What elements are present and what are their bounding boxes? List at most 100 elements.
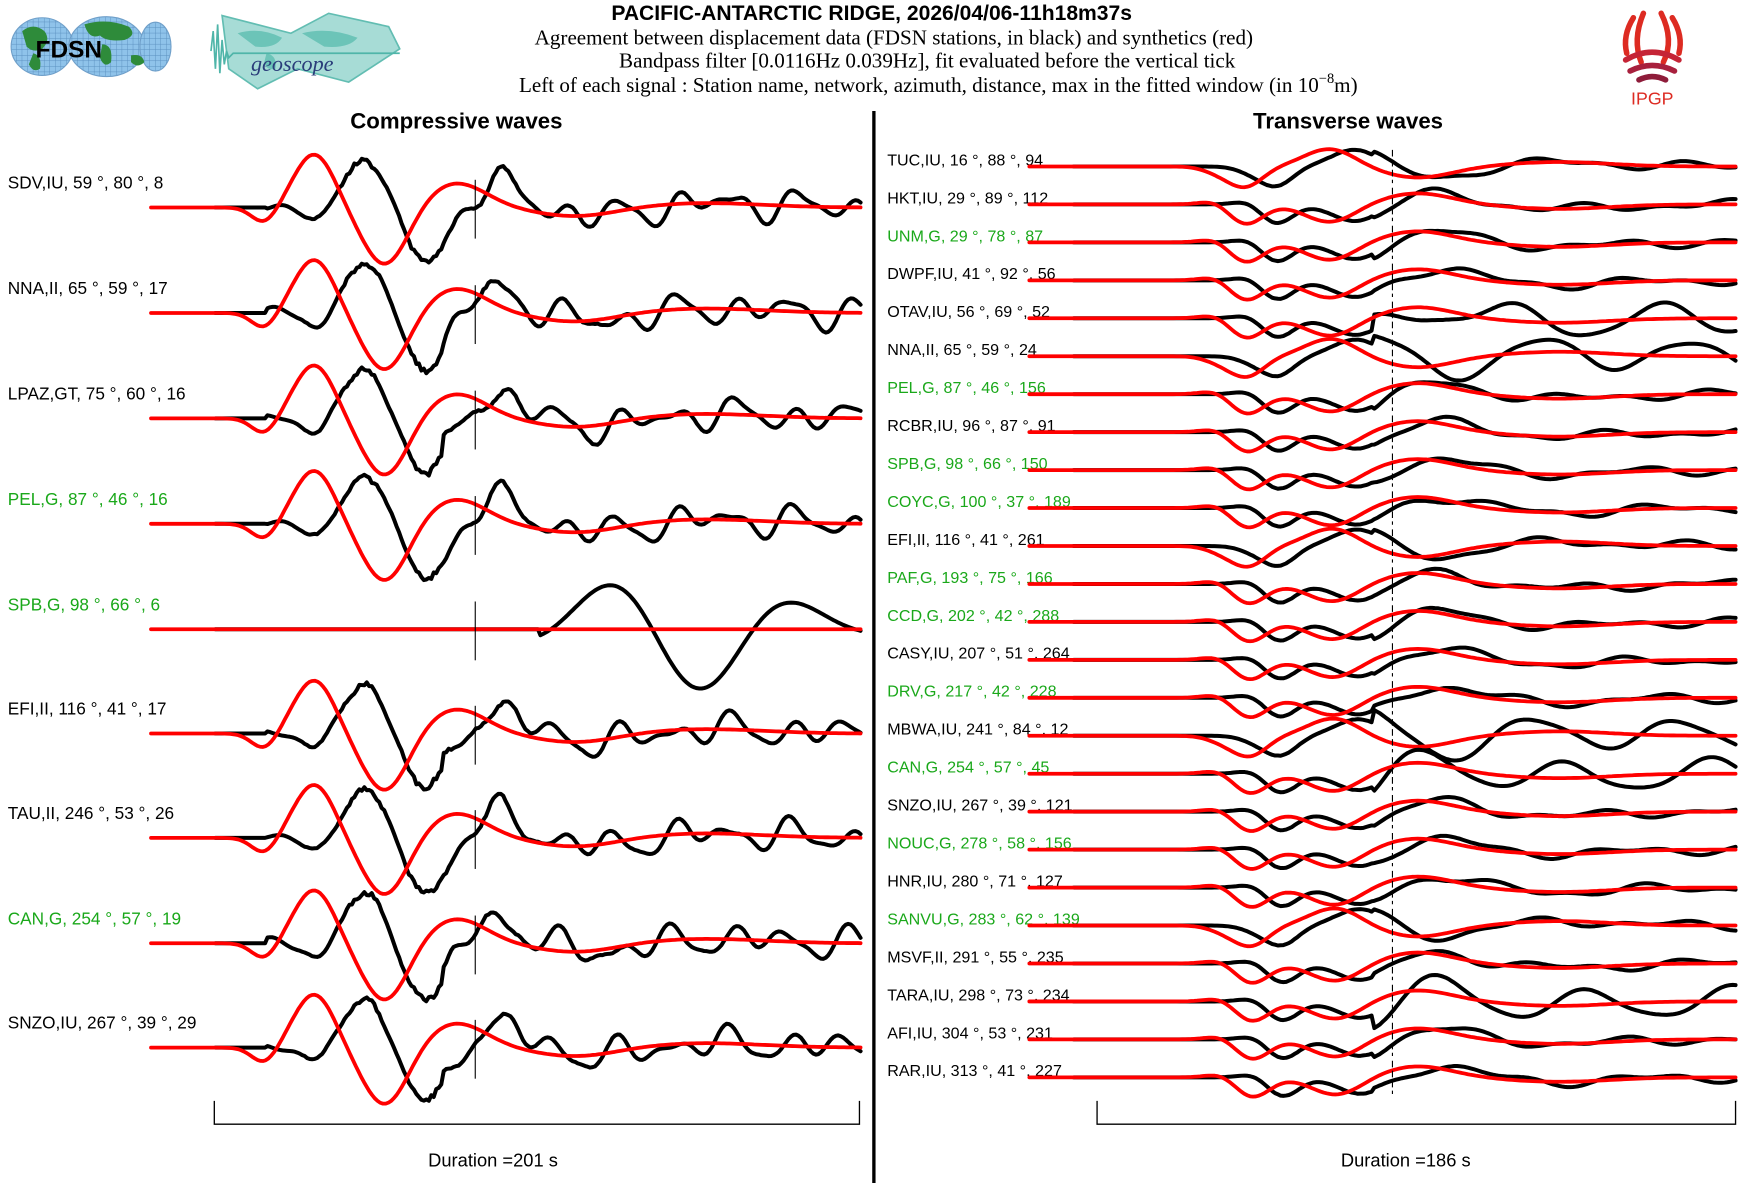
fdsn-logo: FDSN	[10, 16, 172, 78]
station-label: DRV,G, 217 °, 42 °, 228	[887, 683, 1056, 701]
station-label: EFI,II, 116 °, 41 °, 261	[887, 531, 1044, 549]
transverse-trace-row: RCBR,IU, 96 °, 87 °, 91	[887, 414, 1738, 454]
synthetic-trace	[1027, 419, 1738, 454]
compressive-trace-row: SNZO,IU, 267 °, 39 °, 29	[8, 992, 863, 1106]
duration-bracket-compressive	[213, 1100, 861, 1125]
synthetic-trace	[1027, 191, 1738, 226]
data-trace	[213, 156, 863, 265]
synthetic-trace	[1027, 646, 1738, 682]
station-label: NNA,II, 65 °, 59 °, 17	[8, 278, 168, 298]
data-trace	[213, 785, 863, 895]
station-label: CAN,G, 254 °, 57 °, 45	[887, 759, 1049, 777]
station-label: LPAZ,GT, 75 °, 60 °, 16	[8, 384, 186, 404]
synthetic-trace	[1027, 147, 1738, 190]
panel-title-compressive: Compressive waves	[350, 109, 562, 134]
station-label: RAR,IU, 313 °, 41 °, 227	[887, 1062, 1062, 1080]
transverse-trace-row: RAR,IU, 313 °, 41 °, 227	[887, 1060, 1738, 1099]
synthetic-trace	[1027, 950, 1738, 985]
synthetic-trace	[149, 258, 863, 371]
synthetic-trace	[1027, 609, 1738, 644]
synthetic-trace	[1027, 229, 1738, 264]
synthetic-trace	[1027, 457, 1738, 492]
geoscope-logo: geoscope	[210, 12, 401, 90]
transverse-trace-row: NOUC,G, 278 °, 58 °, 156	[887, 832, 1738, 871]
subtitle-line-1: Agreement between displacement data (FDS…	[535, 25, 1253, 49]
data-trace	[213, 365, 863, 478]
synthetic-trace	[1027, 267, 1738, 302]
data-trace	[213, 995, 863, 1103]
station-label: SNZO,IU, 267 °, 39 °, 121	[887, 797, 1072, 815]
station-label: HKT,IU, 29 °, 89 °, 112	[887, 189, 1048, 207]
data-trace	[1071, 747, 1738, 795]
station-label: PAF,G, 193 °, 75 °, 166	[887, 569, 1053, 587]
station-label: MBWA,IU, 241 °, 84 °, 12	[887, 721, 1068, 739]
synthetic-trace	[1027, 495, 1738, 530]
station-label: NNA,II, 65 °, 59 °, 24	[887, 341, 1037, 359]
synthetic-trace	[1027, 381, 1738, 416]
duration-label-transverse: Duration =186 s	[1341, 1149, 1471, 1170]
compressive-trace-row: TAU,II, 246 °, 53 °, 26	[8, 783, 863, 896]
station-label: SPB,G, 98 °, 66 °, 150	[887, 455, 1047, 473]
subtitle-line-3-prefix: Left of each signal : Station name, netw…	[519, 73, 1319, 97]
synthetic-trace	[1027, 684, 1738, 720]
synthetic-trace	[149, 888, 863, 1002]
synthetic-trace	[149, 678, 863, 792]
station-label: UNM,G, 29 °, 78 °, 87	[887, 227, 1043, 245]
transverse-trace-row: CAN,G, 254 °, 57 °, 45	[887, 747, 1738, 795]
station-label: HNR,IU, 280 °, 71 °, 127	[887, 872, 1063, 890]
transverse-trace-row: DWPF,IU, 41 °, 92 °, 56	[887, 263, 1738, 302]
station-label: EFI,II, 116 °, 41 °, 17	[8, 699, 167, 719]
synthetic-trace	[1027, 305, 1738, 340]
data-trace	[1071, 877, 1738, 909]
synthetic-trace	[1027, 526, 1738, 569]
transverse-trace-row: OTAV,IU, 56 °, 69 °, 52	[887, 300, 1738, 340]
station-label: NOUC,G, 278 °, 58 °, 156	[887, 835, 1072, 853]
station-label: PEL,G, 87 °, 46 °, 16	[8, 489, 168, 509]
transverse-trace-row: DRV,G, 217 °, 42 °, 228	[887, 681, 1738, 720]
data-trace	[1071, 1026, 1738, 1061]
compressive-trace-row: SPB,G, 98 °, 66 °, 6	[8, 583, 863, 691]
subtitle-line-3-exponent: −8	[1319, 71, 1334, 87]
transverse-trace-row: SNZO,IU, 267 °, 39 °, 121	[887, 795, 1738, 833]
transverse-trace-row: CCD,G, 202 °, 42 °, 288	[887, 605, 1738, 644]
duration-bracket-transverse	[1096, 1100, 1737, 1125]
transverse-trace-row: PEL,G, 87 °, 46 °, 156	[887, 377, 1738, 416]
data-trace	[1071, 380, 1738, 415]
data-trace	[1071, 228, 1738, 264]
station-label: DWPF,IU, 41 °, 92 °, 56	[887, 265, 1055, 283]
synthetic-trace	[1027, 716, 1738, 759]
station-label: SNZO,IU, 267 °, 39 °, 29	[8, 1013, 197, 1033]
synthetic-trace	[149, 469, 863, 582]
figure-title: PACIFIC-ANTARCTIC RIDGE, 2026/04/06-11h1…	[611, 2, 1132, 25]
subtitle-line-3: Left of each signal : Station name, netw…	[519, 71, 1358, 97]
synthetic-trace	[149, 152, 863, 266]
ipgp-logo-text: IPGP	[1631, 88, 1673, 108]
transverse-trace-row: EFI,II, 116 °, 41 °, 261	[887, 526, 1738, 569]
synthetic-trace	[1027, 337, 1738, 379]
station-label: TARA,IU, 298 °, 73 °, 234	[887, 986, 1069, 1004]
synthetic-trace	[1027, 1026, 1738, 1061]
synthetic-trace	[149, 363, 863, 477]
data-trace	[213, 261, 863, 376]
geoscope-logo-text: geoscope	[251, 51, 334, 76]
station-label: PEL,G, 87 °, 46 °, 156	[887, 379, 1046, 397]
transverse-trace-row: COYC,G, 100 °, 37 °, 189	[887, 491, 1738, 530]
duration-label-compressive: Duration =201 s	[428, 1149, 558, 1170]
data-trace	[1071, 685, 1738, 719]
data-trace	[1071, 266, 1738, 301]
compressive-trace-row: PEL,G, 87 °, 46 °, 16	[8, 469, 863, 583]
synthetic-trace	[1027, 571, 1738, 606]
station-label: SPB,G, 98 °, 66 °, 6	[8, 594, 160, 614]
transverse-trace-row: AFI,IU, 304 °, 53 °, 231	[887, 1022, 1738, 1061]
transverse-trace-row: TUC,IU, 16 °, 88 °, 94	[887, 147, 1738, 190]
synthetic-trace	[1027, 760, 1738, 795]
data-trace	[1071, 456, 1738, 491]
compressive-trace-row: EFI,II, 116 °, 41 °, 17	[8, 678, 863, 792]
transverse-trace-row: PAF,G, 193 °, 75 °, 166	[887, 566, 1738, 606]
compressive-trace-row: CAN,G, 254 °, 57 °, 19	[8, 888, 863, 1004]
data-trace	[1071, 498, 1738, 529]
data-trace	[1071, 1064, 1738, 1098]
synthetic-trace	[1027, 906, 1738, 949]
subtitle-line-2: Bandpass filter [0.0116Hz 0.039Hz], fit …	[619, 49, 1236, 73]
